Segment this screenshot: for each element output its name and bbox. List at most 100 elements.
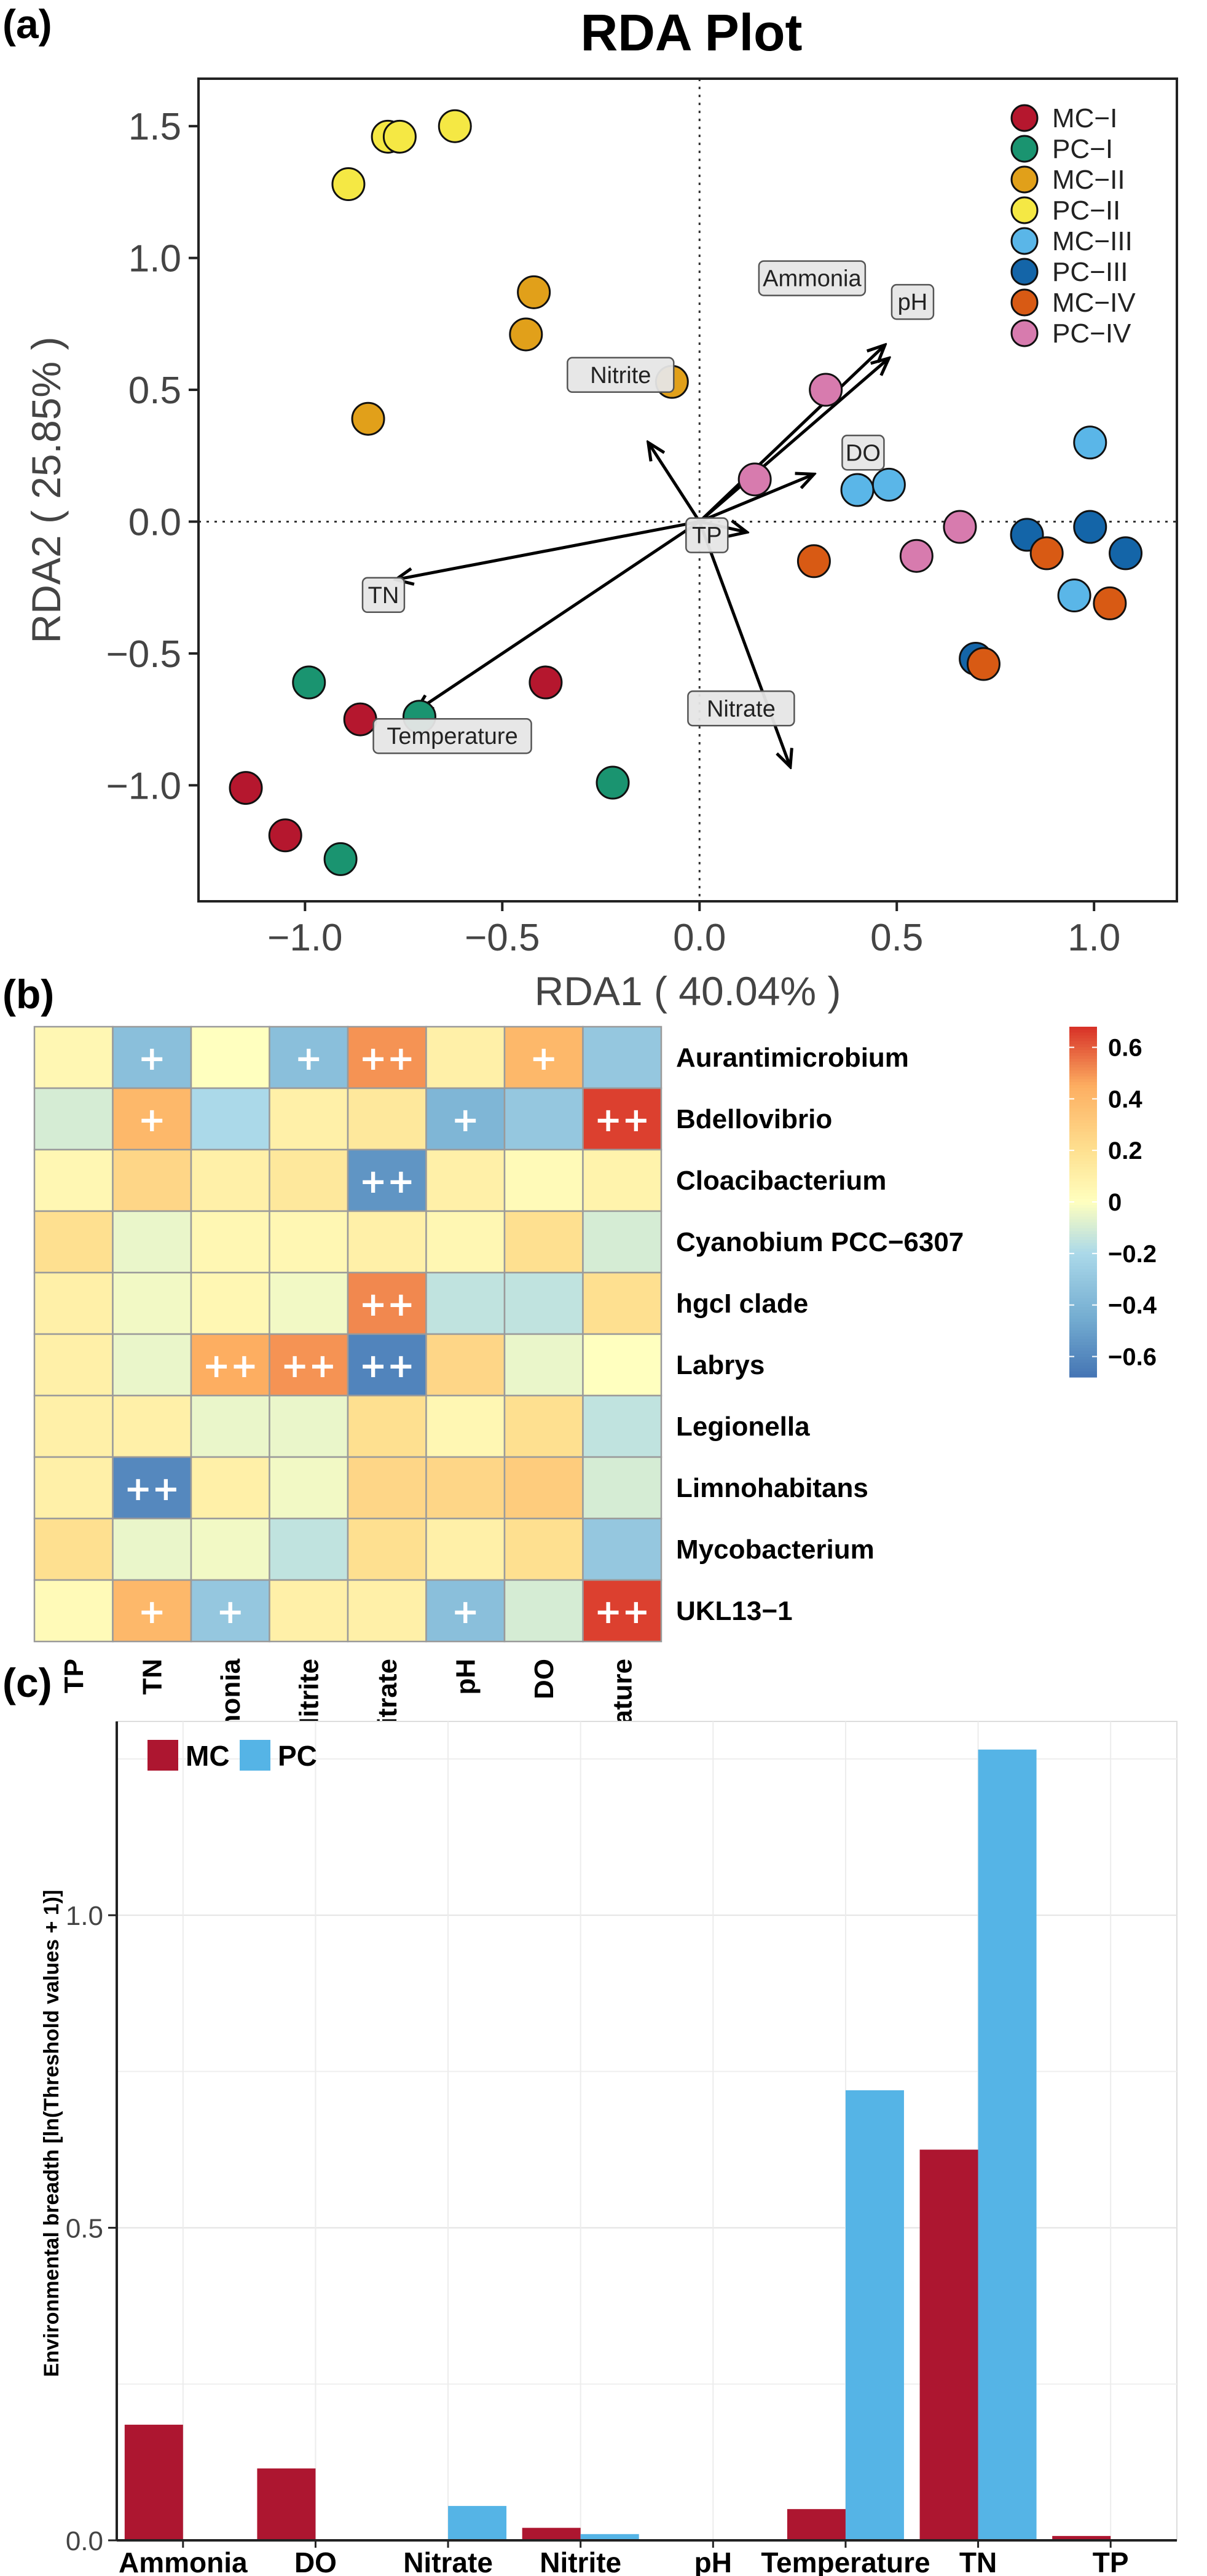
significance-aurantimicrobium-nitrate: ++ <box>360 1039 415 1078</box>
heatmap-cell-mycobacterium-nitrate <box>347 1517 427 1581</box>
vector-arrow-nitrite <box>648 443 701 523</box>
significance-limnohabitans-tn: ++ <box>124 1469 180 1508</box>
heatmap-cell-cloacibacterium-temperature <box>582 1148 662 1212</box>
heatmap-row-labels: Aurantimicrobium Bdellovibrio Cloacibacter… <box>676 1043 964 1626</box>
legend-swatch-mc-i <box>1010 104 1039 132</box>
colorbar-segment-55 <box>1069 1187 1097 1191</box>
colorbar-tick-label-4: −0.2 <box>1108 1241 1157 1268</box>
legend-label-mc-i: MC−I <box>1052 103 1117 133</box>
vector-arrow-ph <box>698 345 885 523</box>
panel-b-label: (b) <box>2 971 54 1017</box>
legend-label-pc-iii: PC−III <box>1052 257 1128 287</box>
colorbar-segment-71 <box>1069 1234 1097 1238</box>
vector-label-box-temperature <box>372 717 532 754</box>
colorbar-segment-44 <box>1069 1155 1097 1159</box>
colorbar-segment-112 <box>1069 1354 1097 1357</box>
colorbar-tick-label-6: −0.6 <box>1108 1343 1157 1370</box>
colorbar-segment-46 <box>1069 1161 1097 1164</box>
significance-ukl13-1-ammonia: + <box>216 1592 244 1631</box>
y-tick-label-3: 0.5 <box>128 369 181 412</box>
colorbar-segment-94 <box>1069 1301 1097 1305</box>
heatmap-column-label-ph: pH <box>450 1659 481 1695</box>
bar-chart-x-label-do: DO <box>294 2546 337 2576</box>
y-tick-label-4: 1.0 <box>128 238 181 280</box>
heatmap-cell-ukl13-1-tp <box>33 1579 114 1643</box>
bar-pc-nitrate <box>448 2506 507 2540</box>
rda-axis-ticks: −1.0 −0.5 0.0 0.5 1.0 −1.0 −0.5 0.0 0.5 1.0 1.5 <box>106 106 1121 959</box>
colorbar-segment-95 <box>1069 1304 1097 1308</box>
y-tick-label-5: 1.5 <box>128 106 181 148</box>
colorbar-segment-115 <box>1069 1362 1097 1366</box>
colorbar-segment-97 <box>1069 1310 1097 1314</box>
bar-chart-x-label-ph: pH <box>694 2546 732 2576</box>
colorbar-segment-0 <box>1069 1027 1097 1030</box>
colorbar-segment-23 <box>1069 1094 1097 1097</box>
heatmap-cell-legionella-tn <box>112 1394 192 1458</box>
heatmap-row-label-legionella: Legionella <box>676 1412 810 1442</box>
colorbar-segment-28 <box>1069 1108 1097 1112</box>
colorbar-segment-12 <box>1069 1062 1097 1065</box>
point-pc-iii-3 <box>1109 536 1143 571</box>
colorbar-segment-104 <box>1069 1330 1097 1334</box>
colorbar-segment-117 <box>1069 1368 1097 1372</box>
heatmap-cell-limnohabitans-nitrite <box>269 1456 349 1520</box>
rda-vector-labels: Ammonia pH Nitrite DO TN TP Temperature Nitrate <box>361 260 935 754</box>
colorbar-segment-67 <box>1069 1222 1097 1226</box>
rda-x-axis-label: RDA1 ( 40.04% ) <box>535 968 841 1014</box>
heatmap-cell-hgci-clade-tp <box>33 1271 114 1335</box>
heatmap-cell-aurantimicrobium-ammonia <box>190 1025 270 1089</box>
heatmap-cell-cyanobium-pcc-6307-ph <box>425 1210 506 1274</box>
significance-ukl13-1-ph: + <box>452 1592 479 1631</box>
heatmap-cell-mycobacterium-nitrite <box>269 1517 349 1581</box>
vector-arrow-tn <box>396 520 700 579</box>
heatmap-cell-limnohabitans-tp <box>33 1456 114 1520</box>
heatmap-cell-hgci-clade-ph <box>425 1271 506 1335</box>
heatmap-cell-aurantimicrobium-temperature <box>582 1025 662 1089</box>
heatmap-cell-labrys-ph <box>425 1333 506 1397</box>
bar-mc-ammonia <box>124 2424 183 2540</box>
point-mc-ii-1 <box>517 275 551 309</box>
colorbar-segment-39 <box>1069 1140 1097 1144</box>
panel-a-label: (a) <box>2 1 52 47</box>
colorbar-segment-86 <box>1069 1278 1097 1281</box>
heatmap-cell-cloacibacterium-nitrate <box>347 1148 427 1212</box>
point-mc-ii-2 <box>509 317 543 352</box>
legend-swatch-pc-i <box>1010 135 1039 163</box>
colorbar-segment-51 <box>1069 1175 1097 1179</box>
bar-legend-label-mc: MC <box>186 1740 230 1772</box>
heatmap-cell-legionella-nitrate <box>347 1394 427 1458</box>
bar-chart-x-label-ammonia: Ammonia <box>119 2546 248 2576</box>
significance-bdellovibrio-tn: + <box>138 1100 166 1139</box>
point-mc-iii-1 <box>840 473 875 507</box>
colorbar-segment-56 <box>1069 1190 1097 1194</box>
colorbar-segment-42 <box>1069 1149 1097 1153</box>
heatmap-row-label-hgci-clade: hgcI clade <box>676 1289 808 1319</box>
heatmap-cell-aurantimicrobium-tp <box>33 1025 114 1089</box>
colorbar-segment-15 <box>1069 1070 1097 1074</box>
heatmap-cell-bdellovibrio-tp <box>33 1087 114 1151</box>
colorbar-segment-9 <box>1069 1053 1097 1057</box>
bar-mc-temperature <box>787 2509 846 2540</box>
colorbar-segment-62 <box>1069 1207 1097 1211</box>
colorbar-segment-114 <box>1069 1359 1097 1363</box>
point-pc-iv-4 <box>943 510 977 544</box>
vector-label-ph: pH <box>898 290 928 315</box>
legend-label-mc-iv: MC−IV <box>1052 288 1136 318</box>
heatmap-cell-limnohabitans-temperature <box>582 1456 662 1520</box>
vector-label-box-nitrate <box>687 690 795 727</box>
colorbar-segment-108 <box>1069 1342 1097 1346</box>
legend-label-mc-iii: MC−III <box>1052 226 1133 256</box>
colorbar-segment-57 <box>1069 1193 1097 1197</box>
vector-label-nitrite: Nitrite <box>590 363 651 389</box>
legend-swatch-pc-iv <box>1010 319 1039 347</box>
bar-chart-panel: (c) 0.0 0.5 1.0 Ammonia DO Nitrate Nitrite pH Te… <box>2 1660 1178 2576</box>
colorbar-segment-78 <box>1069 1254 1097 1258</box>
heatmap-cell-aurantimicrobium-tn <box>112 1025 192 1089</box>
y-tick-label-1: −0.5 <box>106 633 181 676</box>
heatmap-cell-labrys-temperature <box>582 1333 662 1397</box>
colorbar-tick-label-2: 0.2 <box>1108 1137 1142 1164</box>
vector-arrow-do <box>699 474 814 523</box>
heatmap-cell-cyanobium-pcc-6307-nitrite <box>269 1210 349 1274</box>
rda-sample-points <box>229 109 1143 876</box>
vector-label-box-tp <box>685 517 729 553</box>
